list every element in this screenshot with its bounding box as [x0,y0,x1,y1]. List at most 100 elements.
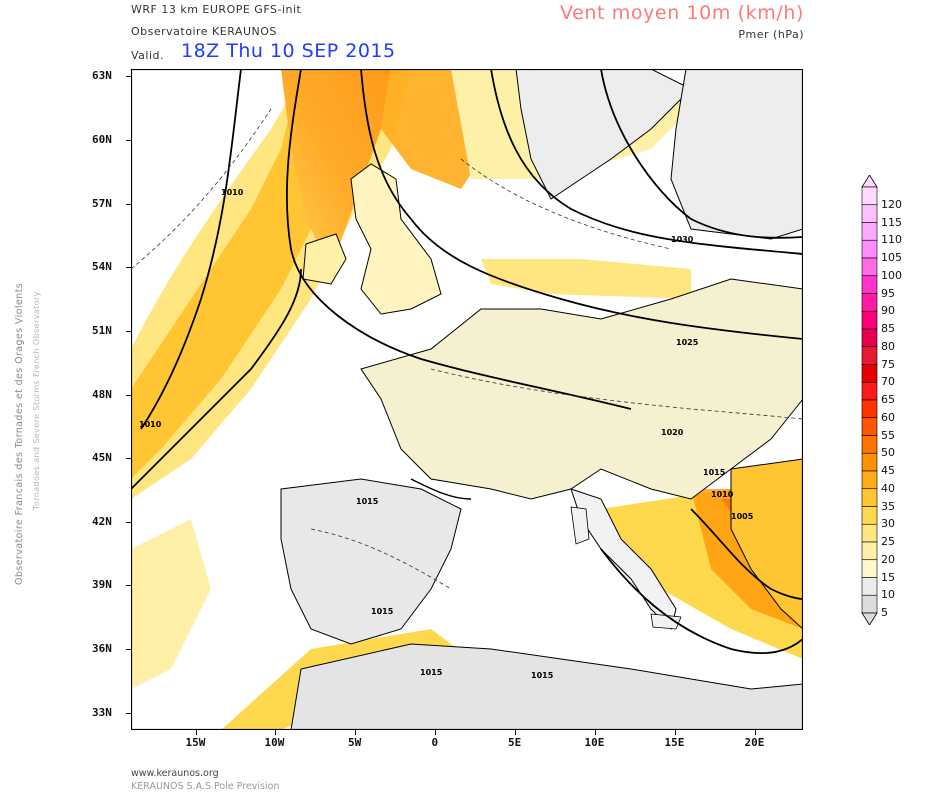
latitude-tick [126,585,131,586]
land-finland-baltic [670,69,803,240]
latitude-label: 39N [92,578,112,591]
side-title: Observatoire Francais des Tornades et de… [14,282,25,585]
isobar-1005 [690,508,803,600]
isobar-label: 1015 [420,668,443,677]
isobar-minor-3 [460,158,672,250]
isobar-minor-4 [310,528,452,590]
colorbar-swatch [861,310,878,330]
colorbar [861,175,878,625]
colorbar-bottom-arrow [861,612,878,625]
land-north-africa [290,643,803,730]
isobar-label: 1015 [371,607,394,616]
latitude-label: 42N [92,515,112,528]
isobar-label: 1010 [711,490,734,499]
land-iberia [280,478,462,645]
colorbar-label: 95 [881,286,895,300]
colorbar-label: 40 [881,481,895,495]
colorbar-label: 50 [881,446,895,460]
isobar-1015-iberia [410,478,472,500]
colorbar-label: 60 [881,410,895,424]
longitude-label: 10E [584,736,605,749]
longitude-label: 5E [508,736,522,749]
colorbar-swatch [861,399,878,419]
colorbar-label: 5 [881,606,888,619]
land-britain [350,163,442,315]
colorbar-swatch [861,435,878,454]
colorbar-swatch [861,523,878,543]
map-border [131,69,803,730]
wind-band-channel [481,259,691,299]
colorbar-swatch [861,328,878,348]
land-corsica-sardinia [570,506,590,545]
latitude-tick [126,76,131,77]
colorbar-label: 110 [881,233,902,247]
latitude-tick [126,140,131,141]
latitude-label: 57N [92,197,112,210]
longitude-tick [595,730,596,735]
footer-company: KERAUNOS S.A.S Pole Prevision [131,781,280,792]
colorbar-label: 55 [881,428,895,442]
latitude-label: 33N [92,706,112,719]
isobar-1030 [600,69,803,239]
isobar-label: 1015 [531,671,554,680]
colorbar-swatch [861,186,878,206]
observatory-label: Observatoire KERAUNOS [131,25,277,38]
colorbar-label: 120 [881,197,902,211]
colorbar-swatch [861,470,878,490]
longitude-label: 20E [744,736,765,749]
isobar-label: 1020 [661,428,684,437]
isobar-label: 1025 [676,338,699,347]
colorbar-swatch [861,452,878,472]
isobar-1015 [285,69,632,410]
colorbar-swatch [861,346,878,365]
model-label: WRF 13 km EUROPE GFS-init [131,3,302,16]
colorbar-swatch [861,204,878,223]
isobar-label: 1015 [356,497,379,506]
valid-label: Valid. [131,49,165,62]
footer-url[interactable]: www.keraunos.org [131,768,219,779]
latitude-tick [126,267,131,268]
colorbar-swatch [861,506,878,525]
longitude-label: 10W [264,736,285,749]
latitude-tick [126,395,131,396]
colorbar-label: 80 [881,339,895,353]
latitude-label: 63N [92,69,112,82]
land-balkans [730,458,803,630]
variable-title: Vent moyen 10m (km/h) [560,2,804,24]
colorbar-label: 35 [881,499,895,513]
colorbar-label: 115 [881,215,902,229]
colorbar-label: 70 [881,375,895,389]
isobar-label: 1010 [139,420,162,429]
latitude-label: 45N [92,451,112,464]
colorbar-swatch [861,488,878,507]
isobar-minor-2 [430,368,803,420]
wind-map: 1010 1010 1030 1025 1020 1015 1010 1005 … [131,69,803,730]
land-ireland [302,233,347,285]
colorbar-top-arrow [861,175,878,188]
longitude-tick [196,730,197,735]
isobar-label: 1030 [671,235,694,244]
isobar-label: 1010 [221,188,244,197]
latitude-label: 36N [92,642,112,655]
isobar-1010-west [131,268,302,490]
colorbar-label: 20 [881,552,895,566]
latitude-tick [126,331,131,332]
colorbar-label: 105 [881,251,902,264]
latitude-tick [126,458,131,459]
latitude-tick [126,649,131,650]
colorbar-label: 10 [881,588,895,602]
colorbar-swatch [861,239,878,259]
isobar-label: 1005 [731,512,754,521]
land-sicily [650,613,682,630]
variable-subtitle: Pmer (hPa) [738,28,804,41]
longitude-label: 15W [185,736,206,749]
isobar-label: 1015 [703,468,726,477]
longitude-label: 0 [431,736,439,749]
isobar-1020 [360,69,803,340]
land-italy [570,488,677,630]
wind-jet-north [281,69,391,269]
side-subtitle: Tornadoes and Severe Storms French Obser… [32,291,41,510]
latitude-label: 48N [92,388,112,401]
land-scandinavia [515,69,692,200]
isobar-1025 [490,69,803,255]
